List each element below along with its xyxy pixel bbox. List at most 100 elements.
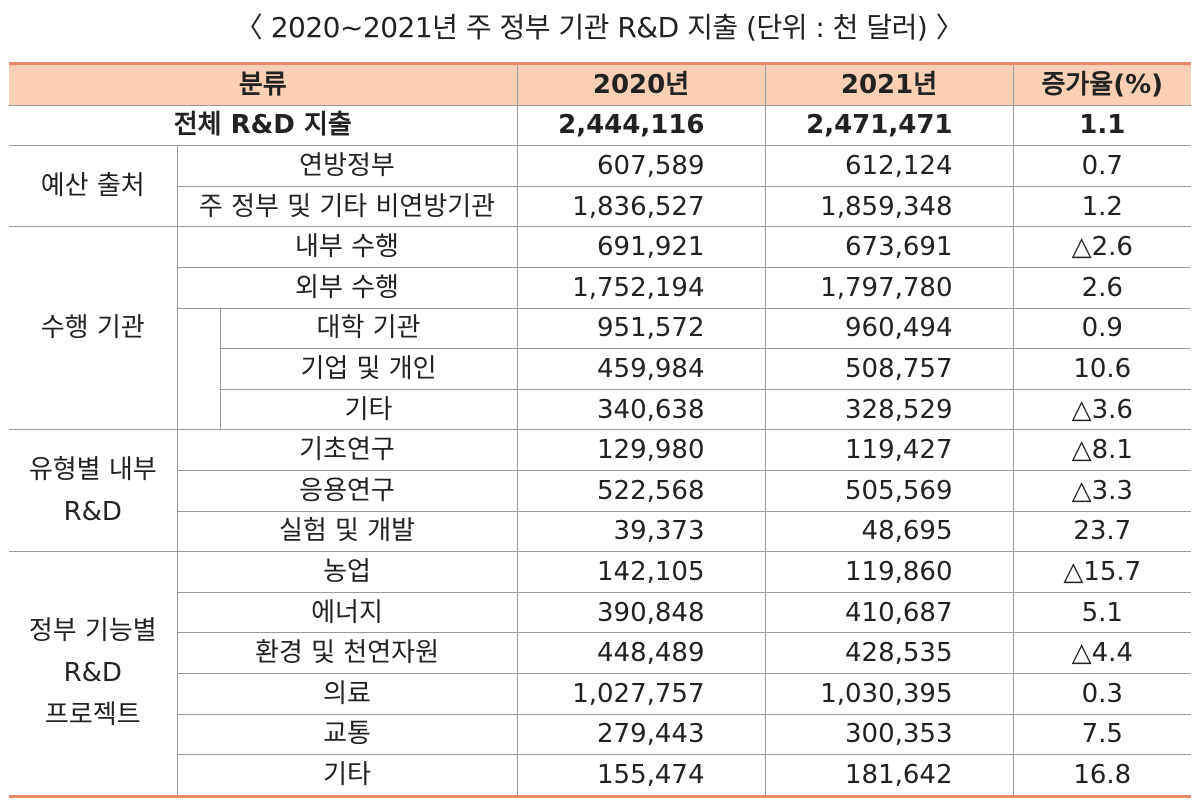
total-rate: 1.1 <box>1012 104 1192 147</box>
value-2020: 390,848 <box>516 591 766 634</box>
table-row: 응용연구 522,568 505,569 △3.3 <box>9 469 1192 512</box>
value-2021: 1,030,395 <box>764 672 1014 715</box>
table-row: 기타 340,638 328,529 △3.6 <box>9 388 1192 431</box>
value-2021: 119,427 <box>764 429 1014 471</box>
value-2020: 459,984 <box>516 348 766 390</box>
row-label: 기타 <box>220 388 518 431</box>
row-label: 주 정부 및 기타 비연방기관 <box>177 185 518 228</box>
table-title: 〈 2020~2021년 주 정부 기관 R&D 지출 (단위 : 천 달러) … <box>234 11 964 44</box>
growth-rate: △3.3 <box>1012 469 1192 512</box>
group-function-line3: 프로젝트 <box>44 700 141 731</box>
table-row: 환경 및 천연자원 448,489 428,535 △4.4 <box>9 632 1192 674</box>
table-row: 교통 279,443 300,353 7.5 <box>9 713 1192 756</box>
row-label: 응용연구 <box>177 469 518 512</box>
value-2021: 181,642 <box>764 754 1014 797</box>
table-row: 주 정부 및 기타 비연방기관 1,836,527 1,859,348 1.2 <box>9 185 1192 228</box>
total-label: 전체 R&D 지출 <box>9 104 518 147</box>
growth-rate: △2.6 <box>1012 226 1192 268</box>
group-type-line1: 유형별 내부 <box>28 454 157 485</box>
value-2020: 142,105 <box>516 551 766 593</box>
growth-rate: 0.7 <box>1012 145 1192 187</box>
value-2020: 129,980 <box>516 429 766 471</box>
value-2020: 39,373 <box>516 510 766 553</box>
table-row: 외부 수행 1,752,194 1,797,780 2.6 <box>9 266 1192 309</box>
group-function-line2: R&D <box>63 658 122 689</box>
value-2021: 410,687 <box>764 591 1014 634</box>
total-2021: 2,471,471 <box>764 104 1014 147</box>
table-row: 유형별 내부 R&D 기초연구 129,980 119,427 △8.1 <box>9 429 1192 553</box>
growth-rate: △15.7 <box>1012 551 1192 593</box>
row-label: 대학 기관 <box>219 307 518 350</box>
group-budget-label: 예산 출처 <box>9 145 178 228</box>
value-2020: 691,921 <box>516 226 766 268</box>
value-2021: 612,124 <box>764 145 1014 187</box>
group-type-line2: R&D <box>63 496 122 527</box>
table-row: 에너지 390,848 410,687 5.1 <box>9 591 1192 634</box>
row-label: 기업 및 개인 <box>220 348 518 390</box>
row-label: 내부 수행 <box>176 226 518 268</box>
group-function-label: 정부 기능별 R&D 프로젝트 <box>9 551 178 797</box>
value-2020: 607,589 <box>516 145 766 187</box>
row-label: 기초연구 <box>176 429 518 471</box>
value-2021: 328,529 <box>764 388 1014 431</box>
value-2020: 448,489 <box>516 632 766 674</box>
total-row: 전체 R&D 지출 2,444,116 2,471,471 1.1 <box>9 104 1192 147</box>
table-row: 기업 및 개인 459,984 508,757 10.6 <box>9 348 1192 390</box>
value-2021: 505,569 <box>764 469 1014 512</box>
table-row: 수행 기관 내부 수행 691,921 673,691 △2.6 <box>9 226 1192 431</box>
value-2021: 508,757 <box>764 348 1014 390</box>
value-2020: 155,474 <box>516 754 766 797</box>
table-row: 예산 출처 연방정부 607,589 612,124 0.7 <box>9 145 1192 228</box>
value-2021: 48,695 <box>764 510 1014 553</box>
value-2020: 340,638 <box>516 388 766 431</box>
growth-rate: 10.6 <box>1012 348 1192 390</box>
rd-spending-table: 분류 2020년 2021년 증가율(%) 전체 R&D 지출 2,444,11… <box>9 62 1192 798</box>
growth-rate: 23.7 <box>1012 510 1192 553</box>
table-row: 기타 155,474 181,642 16.8 <box>9 754 1192 797</box>
table-row: 실험 및 개발 39,373 48,695 23.7 <box>9 510 1192 553</box>
row-label: 외부 수행 <box>177 266 518 309</box>
value-2020: 1,752,194 <box>516 266 766 309</box>
row-label: 농업 <box>176 551 518 593</box>
growth-rate: △8.1 <box>1012 429 1192 471</box>
row-label: 의료 <box>177 672 518 715</box>
table-row: 의료 1,027,757 1,030,395 0.3 <box>9 672 1192 715</box>
value-2020: 522,568 <box>516 469 766 512</box>
value-2020: 951,572 <box>516 307 766 350</box>
value-2021: 119,860 <box>764 551 1014 593</box>
table-row: 대학 기관 951,572 960,494 0.9 <box>9 307 1192 430</box>
growth-rate: △4.4 <box>1012 632 1192 674</box>
value-2021: 1,797,780 <box>764 266 1014 309</box>
row-label: 연방정부 <box>176 145 518 187</box>
value-2021: 1,859,348 <box>764 185 1014 228</box>
value-2021: 673,691 <box>764 226 1014 268</box>
row-label: 환경 및 천연자원 <box>177 632 518 674</box>
value-2020: 279,443 <box>516 713 766 756</box>
value-2020: 1,836,527 <box>516 185 766 228</box>
total-2020: 2,444,116 <box>516 104 766 147</box>
header-2021: 2021년 <box>764 63 1014 106</box>
row-label: 에너지 <box>177 591 518 634</box>
value-2021: 960,494 <box>764 307 1014 350</box>
value-2021: 300,353 <box>764 713 1014 756</box>
growth-rate: 2.6 <box>1012 266 1192 309</box>
row-label: 실험 및 개발 <box>177 510 518 553</box>
growth-rate: 16.8 <box>1012 754 1192 797</box>
group-performer-label: 수행 기관 <box>9 226 178 431</box>
row-label: 교통 <box>177 713 518 756</box>
header-category: 분류 <box>9 63 518 106</box>
growth-rate: 5.1 <box>1012 591 1192 634</box>
header-rate: 증가율(%) <box>1012 63 1192 106</box>
group-function-line1: 정부 기능별 <box>28 616 157 647</box>
value-2020: 1,027,757 <box>516 672 766 715</box>
row-label: 기타 <box>177 754 518 797</box>
growth-rate: 7.5 <box>1012 713 1192 756</box>
growth-rate: 0.3 <box>1012 672 1192 715</box>
table-row: 정부 기능별 R&D 프로젝트 농업 142,105 119,860 △15.7 <box>9 551 1192 797</box>
header-2020: 2020년 <box>516 63 766 106</box>
header-row: 분류 2020년 2021년 증가율(%) <box>9 63 1192 106</box>
group-type-label: 유형별 내부 R&D <box>9 429 178 553</box>
growth-rate: △3.6 <box>1012 388 1192 431</box>
value-2021: 428,535 <box>764 632 1014 674</box>
growth-rate: 1.2 <box>1012 185 1192 228</box>
